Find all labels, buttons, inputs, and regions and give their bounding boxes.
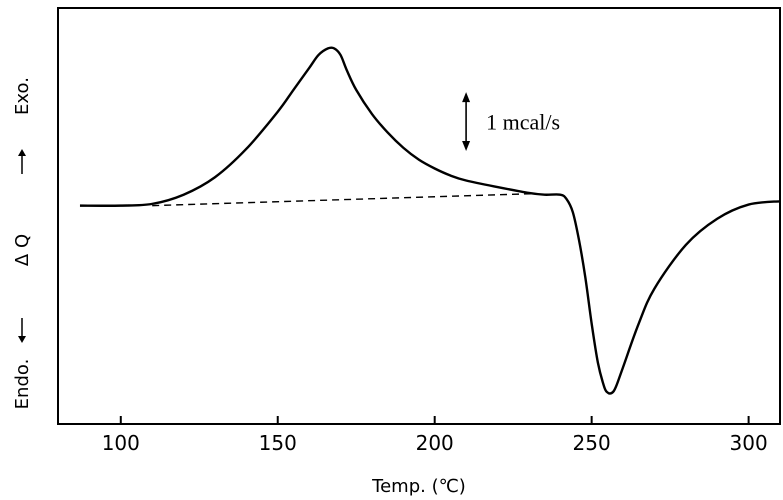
x-tick-label-100: 100 <box>102 431 140 455</box>
x-tick-label-300: 300 <box>730 431 768 455</box>
x-tick-label-250: 250 <box>573 431 611 455</box>
y-label-arrow-left <box>18 318 26 343</box>
scale-bar-arrow-down <box>462 141 471 152</box>
x-tick-label-200: 200 <box>416 431 454 455</box>
x-tick-label-150: 150 <box>259 431 297 455</box>
dsc-curve <box>79 46 781 395</box>
x-axis-title: Temp. (℃) <box>371 476 466 497</box>
y-label-endo: Endo. <box>12 359 33 410</box>
series-layer <box>79 46 781 395</box>
scale-bar-arrow-up <box>462 92 471 103</box>
y-label-delta-q: Δ Q <box>12 234 33 266</box>
y-label-exo: Exo. <box>12 77 33 115</box>
y-label-arrow-right <box>18 149 26 174</box>
baseline-dashed-line <box>152 192 536 207</box>
plot-frame <box>57 7 781 425</box>
scale-bar-label: 1 mcal/s <box>486 110 560 135</box>
scale-bar: 1 mcal/s <box>462 92 560 152</box>
y-axis-title: Endo. Δ Q Exo. <box>12 77 33 409</box>
x-ticks <box>119 416 750 424</box>
x-tick-labels: 100 150 200 250 300 <box>102 431 768 455</box>
